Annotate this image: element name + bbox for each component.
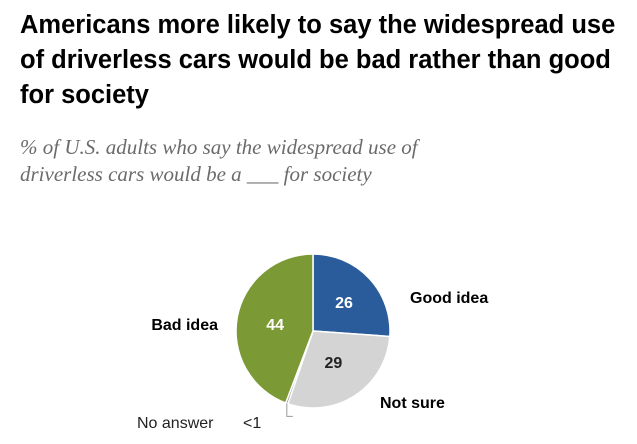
subtitle-line-1: % of U.S. adults who say the widespread … [20, 135, 418, 159]
pie-slice-not-sure [286, 330, 391, 409]
value-label-not-sure: 29 [325, 355, 343, 372]
category-label-good-idea: Good idea [410, 290, 488, 307]
category-label-bad-idea: Bad idea [151, 317, 218, 334]
value-label-bad-idea: 44 [266, 317, 284, 334]
value-label-no-answer: <1 [243, 415, 261, 432]
subtitle-line-2: driverless cars would be a ___ for socie… [20, 162, 372, 186]
chart-title: Americans more likely to say the widespr… [20, 11, 616, 109]
leader-line-no-answer [286, 403, 293, 417]
value-label-good-idea: 26 [335, 295, 353, 312]
category-label-no-answer: No answer [137, 415, 214, 432]
chart-subtitle: % of U.S. adults who say the widespread … [20, 134, 610, 188]
pie-slice-bad-idea [235, 253, 314, 404]
category-label-not-sure: Not sure [380, 395, 445, 412]
pie-slice-good-idea [312, 253, 391, 338]
